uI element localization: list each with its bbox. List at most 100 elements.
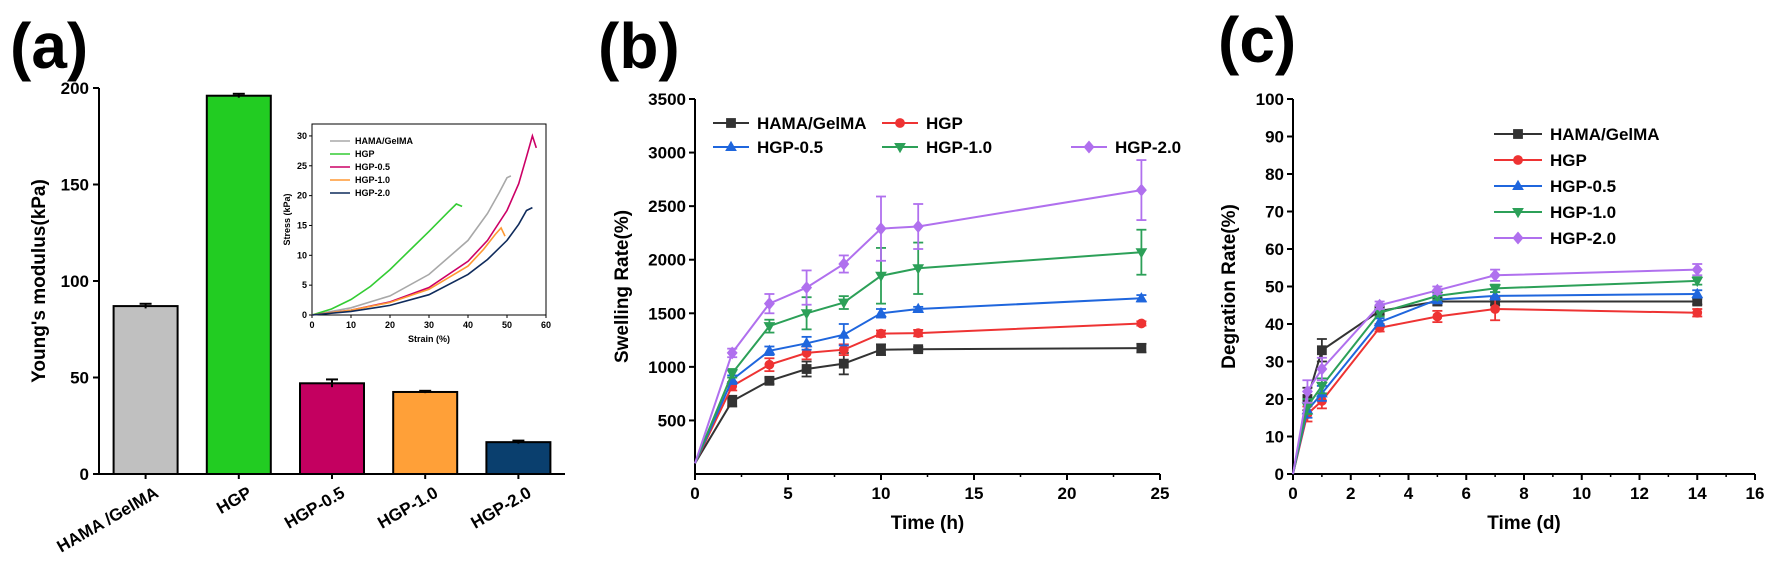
panel-b-point-hgp-2-0 — [801, 281, 813, 295]
panel-c-x-tick-label: 10 — [1572, 484, 1591, 503]
panel-c-legend-label-hgp-1-0: HGP-1.0 — [1550, 203, 1616, 222]
panel-a-x-tick-label: HGP-1.0 — [374, 483, 441, 533]
panel-b-series-hgp — [694, 318, 1147, 464]
panel-b-x-tick-label: 5 — [783, 484, 792, 503]
panel-b-legend-label-hgp-2-0: HGP-2.0 — [1115, 138, 1181, 157]
panel-b-x-tick-label: 25 — [1151, 484, 1170, 503]
inset-legend-label-hgp-0-5: HGP-0.5 — [355, 162, 390, 172]
inset-y-tick-label: 0 — [302, 310, 307, 320]
panel-c-point-hgp — [1692, 307, 1703, 318]
panel-b-line-hgp-0-5 — [694, 297, 1142, 464]
panel-b-x-tick-label: 10 — [872, 484, 891, 503]
inset-y-axis-title: Stress (kPa) — [282, 193, 292, 245]
panel-b-point-hgp-0-5 — [912, 302, 925, 314]
panel-c-legend-marker-hgp-0-5 — [1512, 179, 1524, 191]
panel-b-y-tick-label: 1500 — [648, 304, 686, 323]
panel-c-point-hgp — [1490, 304, 1501, 314]
panel-c-x-tick-label: 16 — [1746, 484, 1765, 503]
panel-a-y-axis-title: Young's modulus(kPa) — [29, 179, 50, 383]
inset-line-hgp-2-0 — [311, 206, 533, 316]
panel-b-point-hgp-0-5 — [800, 337, 813, 348]
inset-legend-label-hgp-2-0: HGP-2.0 — [355, 188, 390, 198]
panel-a-y-tick-label: 150 — [61, 176, 89, 195]
panel-c-series-hgp-2-0 — [1292, 263, 1703, 475]
panel-b-point-hgp-2-0 — [1135, 183, 1147, 197]
panel-a-x-tick-label: HGP — [213, 483, 254, 518]
panel-b-point-hgp-2-0 — [726, 346, 738, 360]
panel-c-y-tick-label: 70 — [1265, 203, 1284, 222]
panel-a-x-tick-label: HGP-2.0 — [468, 483, 535, 533]
panel-b-point-hgp-0-5 — [837, 328, 850, 339]
panel-c-y-tick-label: 20 — [1265, 390, 1284, 409]
panel-b-point-hgp — [764, 359, 775, 370]
panel-c-y-tick-label: 60 — [1265, 240, 1284, 259]
panel-b-series-hama-gelma — [694, 342, 1147, 464]
panel-b-legend-label-hgp-0-5: HGP-0.5 — [757, 138, 823, 157]
panel-b-point-hgp-1-0 — [800, 309, 813, 320]
panel-a-y-tick-label: 50 — [70, 369, 89, 388]
panel-b-y-axis-title: Swelling Rate(%) — [612, 210, 633, 363]
panel-b-legend-label-hgp: HGP — [926, 114, 963, 133]
inset-x-tick-label: 10 — [346, 320, 356, 330]
panel-c-point-hgp-0-5 — [1489, 289, 1501, 300]
panel-b-point-hama-gelma — [801, 364, 812, 374]
panel-c-legend-marker-hgp — [1513, 155, 1523, 165]
panel-b-point-hgp — [1136, 318, 1147, 329]
panel-a-y-tick-label: 200 — [61, 79, 89, 98]
bar-hgp — [205, 94, 272, 475]
panel-c-point-hgp — [1432, 311, 1443, 322]
bar-hgp-0-5 — [299, 382, 365, 476]
inset-legend-label-hgp-1-0: HGP-1.0 — [355, 175, 390, 185]
inset-x-tick-label: 20 — [385, 320, 395, 330]
panel-c-letter: (c) — [1218, 4, 1296, 76]
inset-x-tick-label: 0 — [309, 320, 314, 330]
panel-c-y-tick-label: 90 — [1265, 128, 1284, 147]
panel-b-y-tick-label: 2000 — [648, 251, 686, 270]
inset-y-tick-label: 25 — [297, 161, 307, 171]
panel-c-legend-marker-hgp-1-0 — [1512, 207, 1524, 219]
panel-b-y-tick-label: 3000 — [648, 144, 686, 163]
panel-c-point-hama-gelma — [1316, 345, 1327, 356]
panel-b-point-hgp-0-5 — [763, 344, 776, 355]
panel-b-y-tick-label: 2500 — [648, 197, 686, 216]
panel-b-y-tick-label: 500 — [658, 411, 686, 430]
panel-b-letter: (b) — [598, 10, 680, 82]
panel-c-series-hama-gelma — [1292, 296, 1703, 475]
panel-c-point-hgp-2-0 — [1431, 283, 1443, 297]
panel-c: (c) 0 2 4 6 8 10 12 14 16 0 10 20 30 40 50 60 70 80 90 100 T… — [1218, 4, 1764, 534]
panel-c-legend-marker-hgp-2-0 — [1512, 231, 1524, 245]
panel-c-series-hgp — [1292, 296, 1703, 475]
panel-c-y-tick-label: 10 — [1265, 428, 1284, 447]
panel-c-x-tick-label: 14 — [1688, 484, 1707, 503]
panel-c-y-axis-title: Degration Rate(%) — [1219, 204, 1240, 369]
panel-b-point-hgp — [876, 328, 886, 339]
inset-x-tick-label: 30 — [424, 320, 434, 330]
panel-b-line-hama-gelma — [694, 347, 1142, 464]
panel-b-point-hgp-0-5 — [875, 307, 887, 318]
panel-c-legend-label-hgp-2-0: HGP-2.0 — [1550, 229, 1616, 248]
panel-a-x-tick-label: HAMA /GelMA — [54, 483, 162, 556]
panel-c-point-hgp-1-0 — [1691, 276, 1704, 288]
panel-b-x-tick-label: 20 — [1058, 484, 1077, 503]
panel-b-point-hgp-1-0 — [1135, 248, 1148, 259]
inset-x-tick-label: 40 — [463, 320, 473, 330]
inset-line-hgp — [311, 203, 463, 316]
panel-b: (b) 0 5 10 15 20 25 500 1000 1500 2000 2500 3000 350… — [598, 10, 1181, 534]
panel-a-inset: 0 10 20 30 40 50 60 0 5 10 15 20 25 30 Strain (%) Stres… — [282, 123, 551, 344]
panel-b-series-hgp-0-5 — [694, 292, 1148, 464]
panel-b-legend-marker-hama-gelma — [726, 118, 736, 128]
panel-b-point-hama-gelma — [913, 344, 924, 355]
panel-c-point-hgp-2-0 — [1374, 298, 1386, 312]
panel-b-point-hgp-2-0 — [912, 220, 924, 233]
panel-b-legend-label-hgp-1-0: HGP-1.0 — [926, 138, 992, 157]
inset-x-tick-label: 50 — [502, 320, 512, 330]
panel-b-point-hgp-0-5 — [1135, 292, 1148, 303]
inset-legend-label-hgp: HGP — [355, 149, 375, 159]
inset-y-tick-label: 10 — [297, 250, 307, 260]
panel-c-legend-label-hgp-0-5: HGP-0.5 — [1550, 177, 1616, 196]
panel-b-x-tick-label: 0 — [690, 484, 699, 503]
panel-b-point-hgp-1-0 — [837, 298, 850, 309]
panel-b-legend-label-hama-gelma: HAMA/GelMA — [757, 114, 867, 133]
panel-c-x-tick-label: 6 — [1462, 484, 1471, 503]
